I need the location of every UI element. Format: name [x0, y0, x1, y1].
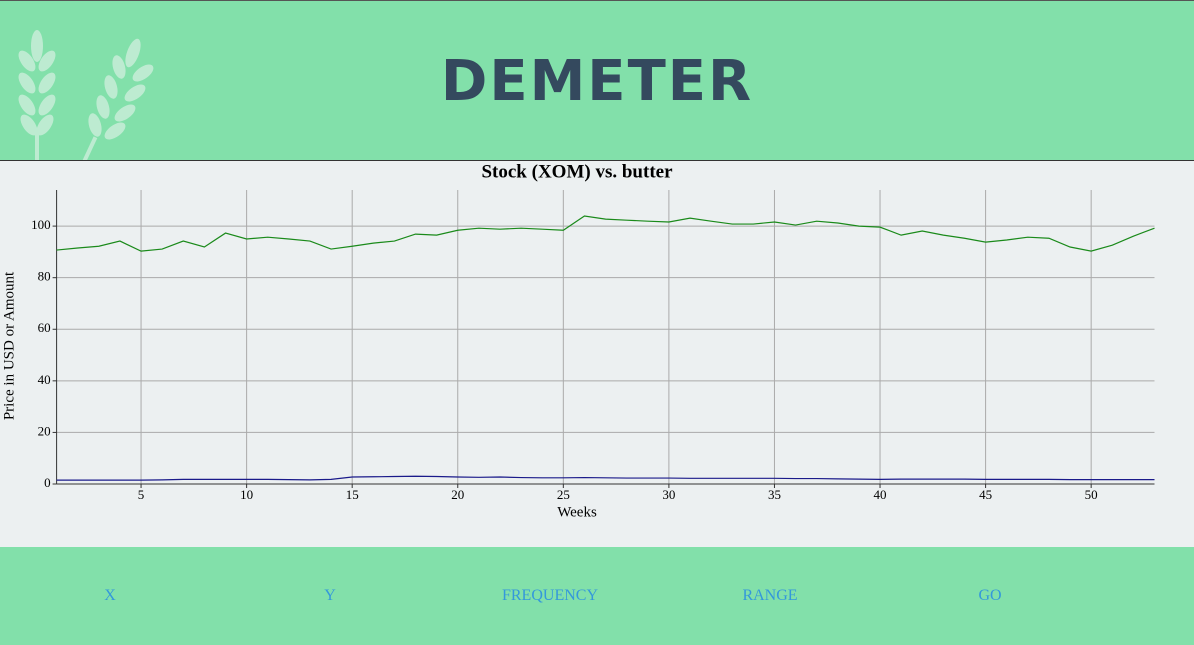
- nav-link[interactable]: RANGE: [742, 587, 798, 604]
- x-tick-label: 30: [662, 487, 675, 502]
- x-tick-label: 25: [557, 487, 570, 502]
- nav-link[interactable]: FREQUENCY: [501, 587, 598, 604]
- x-tick-label: 20: [451, 487, 464, 502]
- nav-bar: X Y FREQUENCY RANGE GO: [0, 547, 1194, 645]
- x-tick-label: 45: [979, 487, 992, 502]
- y-tick-label: 60: [38, 320, 51, 335]
- x-tick-label: 40: [874, 487, 887, 502]
- x-tick-label: 5: [138, 487, 145, 502]
- x-tick-label: 15: [346, 487, 359, 502]
- nav-link[interactable]: X: [104, 587, 116, 604]
- x-tick-label: 10: [240, 487, 253, 502]
- y-tick-label: 100: [31, 217, 51, 232]
- series-line: [56, 475, 1155, 481]
- x-axis-label: Weeks: [557, 504, 597, 520]
- y-tick-label: 40: [38, 372, 51, 387]
- wheat-logo: [18, 30, 154, 161]
- y-tick-label: 80: [38, 269, 51, 284]
- y-tick-label: 0: [44, 475, 51, 490]
- chart: Stock (XOM) vs. butter Weeks Price in US…: [0, 160, 1194, 548]
- y-axis-label: Price in USD or Amount: [1, 271, 17, 420]
- header: DEMETER: [0, 0, 1194, 161]
- series-line: [56, 215, 1155, 252]
- chart-title: Stock (XOM) vs. butter: [481, 161, 673, 182]
- x-tick-label: 35: [768, 487, 781, 502]
- app-title: DEMETER: [440, 49, 754, 114]
- y-tick-label: 20: [38, 423, 51, 438]
- x-tick-label: 50: [1085, 487, 1098, 502]
- nav-link[interactable]: GO: [978, 587, 1002, 604]
- nav-link[interactable]: Y: [324, 587, 336, 604]
